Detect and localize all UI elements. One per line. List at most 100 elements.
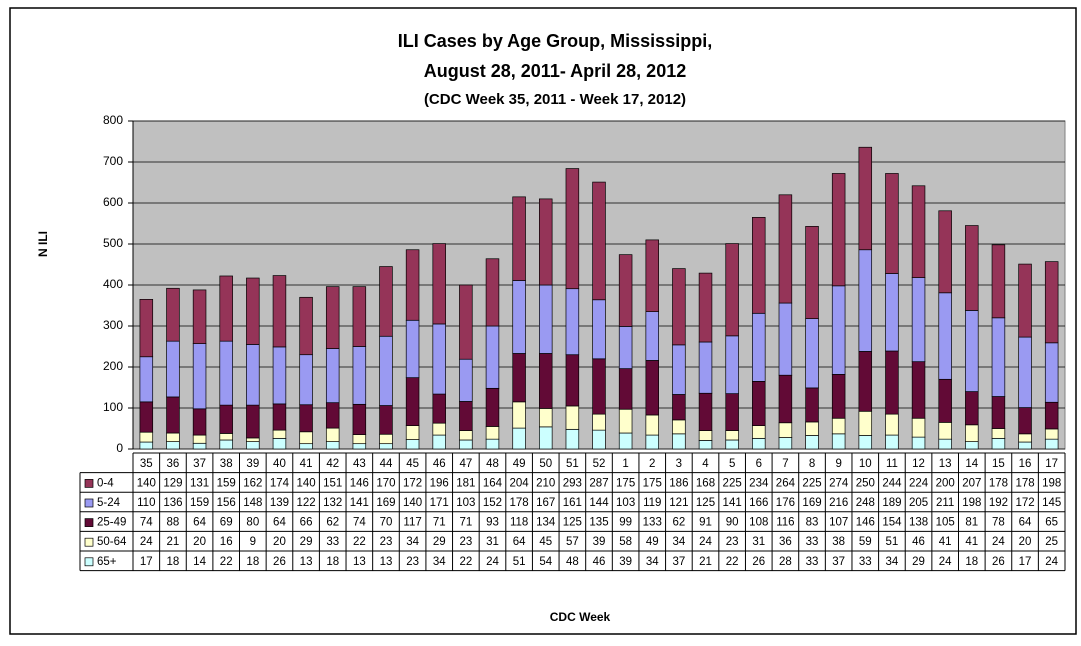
bar-segment bbox=[725, 430, 739, 441]
bar-segment bbox=[166, 396, 180, 434]
bar-segment bbox=[139, 299, 154, 358]
table-value: 225 bbox=[802, 477, 821, 489]
table-value: 36 bbox=[779, 536, 792, 548]
bar-segment bbox=[325, 402, 340, 429]
x-tick-label: 4 bbox=[702, 458, 709, 470]
table-value: 46 bbox=[593, 556, 606, 568]
bar-segment bbox=[512, 196, 526, 281]
table-value: 24 bbox=[486, 556, 499, 568]
bar-segment bbox=[911, 436, 926, 450]
bar-segment bbox=[805, 435, 819, 450]
table-value: 122 bbox=[296, 497, 315, 509]
table-value: 18 bbox=[965, 556, 978, 568]
x-tick-label: 40 bbox=[273, 458, 286, 470]
table-value: 74 bbox=[353, 517, 366, 529]
bar-segment bbox=[698, 430, 713, 441]
bar-segment bbox=[352, 443, 367, 450]
x-tick-label: 48 bbox=[486, 458, 499, 470]
table-value: 81 bbox=[965, 517, 978, 529]
table-value: 9 bbox=[250, 536, 256, 548]
bar-segment bbox=[246, 437, 260, 442]
table-value: 140 bbox=[403, 497, 422, 509]
bar-segment bbox=[1044, 428, 1059, 440]
bar-segment bbox=[618, 326, 633, 369]
table-value: 23 bbox=[406, 556, 419, 568]
table-value: 26 bbox=[752, 556, 765, 568]
table-value: 234 bbox=[749, 477, 769, 489]
table-value: 293 bbox=[563, 477, 582, 489]
bar-segment bbox=[459, 358, 473, 402]
bar-segment bbox=[965, 310, 979, 392]
bar-segment bbox=[991, 437, 1006, 450]
bar-segment bbox=[778, 302, 793, 376]
bar-segment bbox=[645, 311, 659, 361]
bar-segment bbox=[272, 275, 287, 348]
table-value: 205 bbox=[909, 497, 928, 509]
bar-segment bbox=[965, 424, 979, 442]
table-value: 287 bbox=[589, 477, 608, 489]
legend-label: 25-49 bbox=[97, 517, 126, 529]
table-value: 105 bbox=[936, 517, 955, 529]
bar-segment bbox=[645, 414, 659, 436]
bar-segment bbox=[1018, 433, 1032, 443]
table-value: 162 bbox=[243, 477, 262, 489]
table-value: 169 bbox=[802, 497, 821, 509]
bar-segment bbox=[805, 226, 819, 319]
bar-segment bbox=[1044, 261, 1059, 344]
table-value: 54 bbox=[539, 556, 552, 568]
x-tick-label: 39 bbox=[246, 458, 259, 470]
table-value: 204 bbox=[510, 477, 530, 489]
table-value: 129 bbox=[163, 477, 182, 489]
legend-label: 65+ bbox=[97, 556, 117, 568]
table-value: 26 bbox=[992, 556, 1005, 568]
table-value: 62 bbox=[326, 517, 339, 529]
bar-segment bbox=[778, 194, 793, 304]
bar-segment bbox=[965, 225, 979, 311]
bar-segment bbox=[192, 434, 207, 444]
bar-segment bbox=[166, 432, 180, 442]
bar-segment bbox=[299, 404, 313, 433]
bar-segment bbox=[911, 417, 926, 438]
bar-segment bbox=[885, 173, 899, 274]
bar-segment bbox=[698, 440, 713, 450]
bar-segment bbox=[539, 353, 553, 409]
x-tick-label: 5 bbox=[729, 458, 735, 470]
table-value: 37 bbox=[832, 556, 845, 568]
bar-segment bbox=[432, 323, 446, 395]
table-value: 80 bbox=[246, 517, 259, 529]
bar-segment bbox=[938, 292, 952, 380]
bar-segment bbox=[965, 441, 979, 450]
table-value: 64 bbox=[273, 517, 286, 529]
table-value: 200 bbox=[936, 477, 955, 489]
bar-segment bbox=[725, 393, 739, 431]
table-value: 170 bbox=[376, 477, 395, 489]
bar-segment bbox=[219, 433, 233, 441]
bar-segment bbox=[325, 441, 340, 450]
table-value: 41 bbox=[965, 536, 978, 548]
bar-segment bbox=[1018, 407, 1032, 435]
chart-title: ILI Cases by Age Group, Mississippi, bbox=[398, 31, 712, 51]
x-tick-label: 35 bbox=[140, 458, 153, 470]
bar-segment bbox=[565, 428, 580, 450]
table-value: 198 bbox=[962, 497, 981, 509]
bar-segment bbox=[565, 288, 580, 356]
bar-segment bbox=[725, 335, 739, 394]
table-value: 141 bbox=[350, 497, 369, 509]
bar-segment bbox=[192, 442, 207, 450]
table-value: 91 bbox=[699, 517, 712, 529]
table-value: 51 bbox=[886, 536, 899, 548]
table-value: 59 bbox=[859, 536, 872, 548]
bar-segment bbox=[459, 439, 473, 450]
bar-segment bbox=[1044, 342, 1059, 403]
bar-segment bbox=[592, 413, 606, 431]
bar-segment bbox=[512, 353, 526, 403]
legend-swatch bbox=[84, 518, 94, 527]
x-tick-label: 44 bbox=[380, 458, 393, 470]
table-value: 48 bbox=[566, 556, 579, 568]
bar-segment bbox=[272, 403, 287, 431]
table-value: 166 bbox=[749, 497, 768, 509]
bar-segment bbox=[192, 343, 207, 410]
table-value: 136 bbox=[163, 497, 182, 509]
table-value: 37 bbox=[672, 556, 685, 568]
bar-segment bbox=[911, 361, 926, 419]
